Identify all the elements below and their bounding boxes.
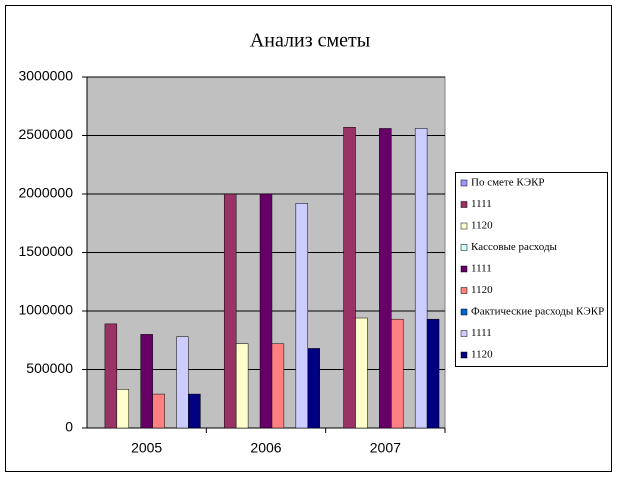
bar (295, 203, 309, 429)
bar (343, 127, 356, 429)
x-tick-label: 2006 (250, 440, 281, 456)
y-tick-label: 1500000 (18, 243, 73, 259)
bar (140, 334, 153, 429)
legend-swatch (460, 201, 468, 208)
y-tick-label: 3000000 (18, 68, 73, 84)
legend-swatch (460, 308, 468, 316)
bar (307, 348, 320, 429)
x-tick-label: 2007 (370, 440, 401, 456)
legend-swatch (460, 287, 468, 294)
bar (152, 393, 165, 429)
legend-swatch (460, 179, 468, 187)
legend-swatch (460, 351, 468, 359)
bar (379, 128, 392, 429)
legend-label: 1120 (471, 220, 493, 232)
y-tick-label: 2500000 (18, 126, 73, 142)
bar (176, 336, 189, 429)
bar (259, 193, 273, 429)
legend-label: По смете КЭКР (471, 177, 545, 189)
y-tick-label: 2000000 (18, 185, 73, 201)
legend (455, 172, 608, 367)
bar (271, 343, 285, 429)
legend-swatch (460, 265, 468, 273)
bar (188, 393, 201, 429)
legend-label: Фактические расходы КЭКР (471, 306, 604, 318)
x-tick-label: 2005 (131, 440, 162, 456)
y-tick-label: 0 (65, 419, 73, 435)
chart-title: Анализ сметы (250, 30, 370, 52)
legend-label: 1120 (471, 284, 493, 296)
bar (391, 318, 404, 429)
y-tick-label: 500000 (26, 360, 73, 376)
bar (414, 128, 428, 429)
legend-label: 1111 (471, 198, 492, 210)
bar (223, 193, 237, 429)
y-tick-label: 1000000 (18, 302, 73, 318)
bar (235, 343, 249, 429)
legend-label: Кассовые расходы (471, 241, 558, 253)
bar (355, 317, 368, 429)
legend-swatch (460, 330, 468, 337)
legend-swatch (460, 222, 468, 230)
legend-swatch (460, 244, 468, 251)
legend-label: 1111 (471, 327, 492, 339)
legend-label: 1120 (471, 349, 493, 361)
legend-label: 1111 (471, 263, 492, 275)
bar (104, 323, 118, 429)
bar (426, 318, 440, 429)
bar (116, 389, 130, 429)
